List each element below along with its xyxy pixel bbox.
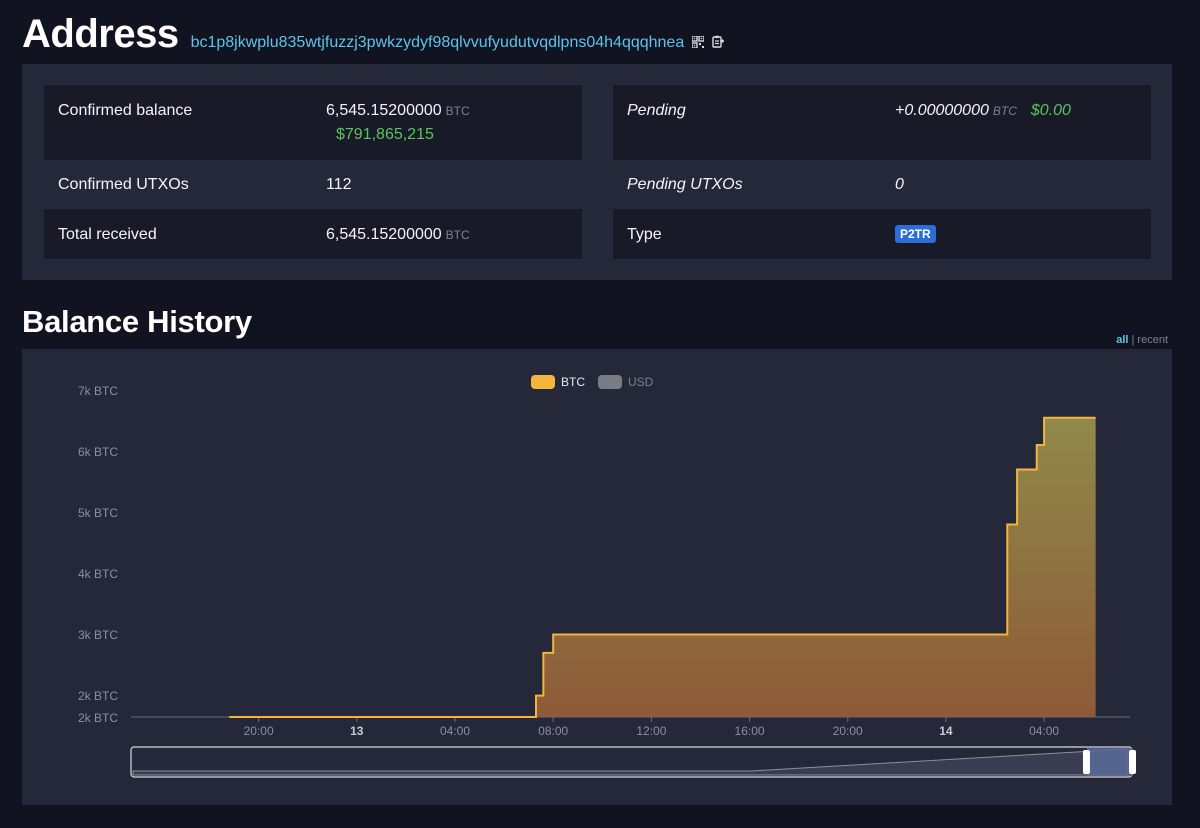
x-tick-label: 08:00 bbox=[538, 724, 568, 738]
x-tick-label: 14 bbox=[939, 724, 953, 738]
zoom-preview-area bbox=[132, 748, 1129, 776]
confirmed-balance-value: 6,545.15200000 BTC bbox=[326, 102, 470, 119]
x-tick-label: 16:00 bbox=[735, 724, 765, 738]
balance-history-chart-panel: BTC USD 7k BTC 6k BTC 5k BTC 4k BTC 3k BTC 2k … bbox=[22, 349, 1172, 805]
qr-code-icon[interactable] bbox=[691, 35, 705, 49]
address-summary-card: Confirmed balance 6,545.15200000 BTC $791… bbox=[22, 64, 1172, 280]
x-tick-label: 04:00 bbox=[1029, 724, 1059, 738]
type-label: Type bbox=[627, 226, 662, 243]
x-tick-label: 13 bbox=[350, 724, 364, 738]
pending-utxos-label: Pending UTXOs bbox=[627, 176, 743, 193]
range-all-link[interactable]: all bbox=[1116, 334, 1129, 346]
x-tick-label: 04:00 bbox=[440, 724, 470, 738]
pending-utxos-value: 0 bbox=[895, 176, 904, 193]
btc-series-line bbox=[229, 416, 1096, 718]
range-separator: | bbox=[1131, 334, 1135, 346]
confirmed-balance-usd: $791,865,215 bbox=[336, 126, 434, 143]
type-row: Type P2TR bbox=[613, 209, 1151, 259]
confirmed-utxos-value: 112 bbox=[326, 176, 352, 193]
x-tick-label: 12:00 bbox=[636, 724, 666, 738]
y-axis: 7k BTC 6k BTC 5k BTC 4k BTC 3k BTC 2k BTC 2k B… bbox=[78, 384, 118, 725]
pending-row: Pending +0.00000000 BTC $0.00 bbox=[613, 85, 1151, 160]
pending-utxos-row: Pending UTXOs 0 bbox=[613, 160, 1151, 208]
x-axis: 20:00 13 04:00 08:00 12:00 16:00 20:00 14 04:00 bbox=[131, 716, 1130, 738]
page-header: Address bc1p8jkwplu835wtjfuzzj3pwkzydyf9… bbox=[22, 12, 725, 57]
plot-area bbox=[229, 416, 1096, 718]
confirmed-utxos-label: Confirmed UTXOs bbox=[58, 176, 189, 193]
range-selector: all | recent bbox=[1116, 334, 1168, 346]
x-tick-label: 20:00 bbox=[833, 724, 863, 738]
zoom-handle-right[interactable] bbox=[1129, 750, 1136, 774]
copy-icon[interactable] bbox=[712, 35, 725, 48]
confirmed-balance-unit: BTC bbox=[445, 104, 470, 118]
total-received-label: Total received bbox=[58, 226, 157, 243]
total-received-row: Total received 6,545.15200000 BTC bbox=[44, 209, 582, 259]
type-badge: P2TR bbox=[895, 225, 936, 243]
zoom-window bbox=[1086, 748, 1132, 776]
range-recent-link[interactable]: recent bbox=[1137, 334, 1168, 346]
total-received-unit: BTC bbox=[445, 228, 470, 242]
zoom-slider[interactable] bbox=[130, 746, 1136, 778]
zoom-handle-left[interactable] bbox=[1082, 750, 1090, 774]
pending-value: +0.00000000 BTC $0.00 bbox=[895, 102, 1071, 119]
y-tick-label: 7k BTC bbox=[78, 384, 118, 398]
legend-label-btc: BTC bbox=[561, 375, 585, 389]
legend-label-usd: USD bbox=[628, 375, 654, 389]
page-title: Address bbox=[22, 12, 179, 56]
legend-swatch-btc bbox=[531, 375, 555, 389]
confirmed-balance-row: Confirmed balance 6,545.15200000 BTC $791… bbox=[44, 85, 582, 160]
balance-history-chart[interactable]: BTC USD 7k BTC 6k BTC 5k BTC 4k BTC 3k BTC 2k … bbox=[22, 349, 1172, 805]
balance-history-title: Balance History bbox=[22, 304, 252, 339]
y-tick-label: 3k BTC bbox=[78, 628, 118, 642]
y-tick-label: 2k BTC bbox=[78, 689, 118, 703]
pending-label: Pending bbox=[627, 102, 686, 119]
chart-legend: BTC USD bbox=[531, 375, 654, 389]
btc-series-area bbox=[229, 417, 1096, 717]
pending-unit: BTC bbox=[992, 104, 1017, 118]
y-tick-label: 2k BTC bbox=[78, 711, 118, 725]
x-tick-label: 20:00 bbox=[244, 724, 274, 738]
y-tick-label: 4k BTC bbox=[78, 567, 118, 581]
confirmed-utxos-row: Confirmed UTXOs 112 bbox=[44, 160, 582, 208]
pending-usd: $0.00 bbox=[1030, 102, 1071, 119]
y-tick-label: 5k BTC bbox=[78, 506, 118, 520]
legend-swatch-usd bbox=[598, 375, 622, 389]
confirmed-balance-label: Confirmed balance bbox=[58, 102, 193, 119]
y-tick-label: 6k BTC bbox=[78, 445, 118, 459]
address-link[interactable]: bc1p8jkwplu835wtjfuzzj3pwkzydyf98qlvvufy… bbox=[190, 34, 685, 51]
total-received-value: 6,545.15200000 BTC bbox=[326, 226, 470, 243]
